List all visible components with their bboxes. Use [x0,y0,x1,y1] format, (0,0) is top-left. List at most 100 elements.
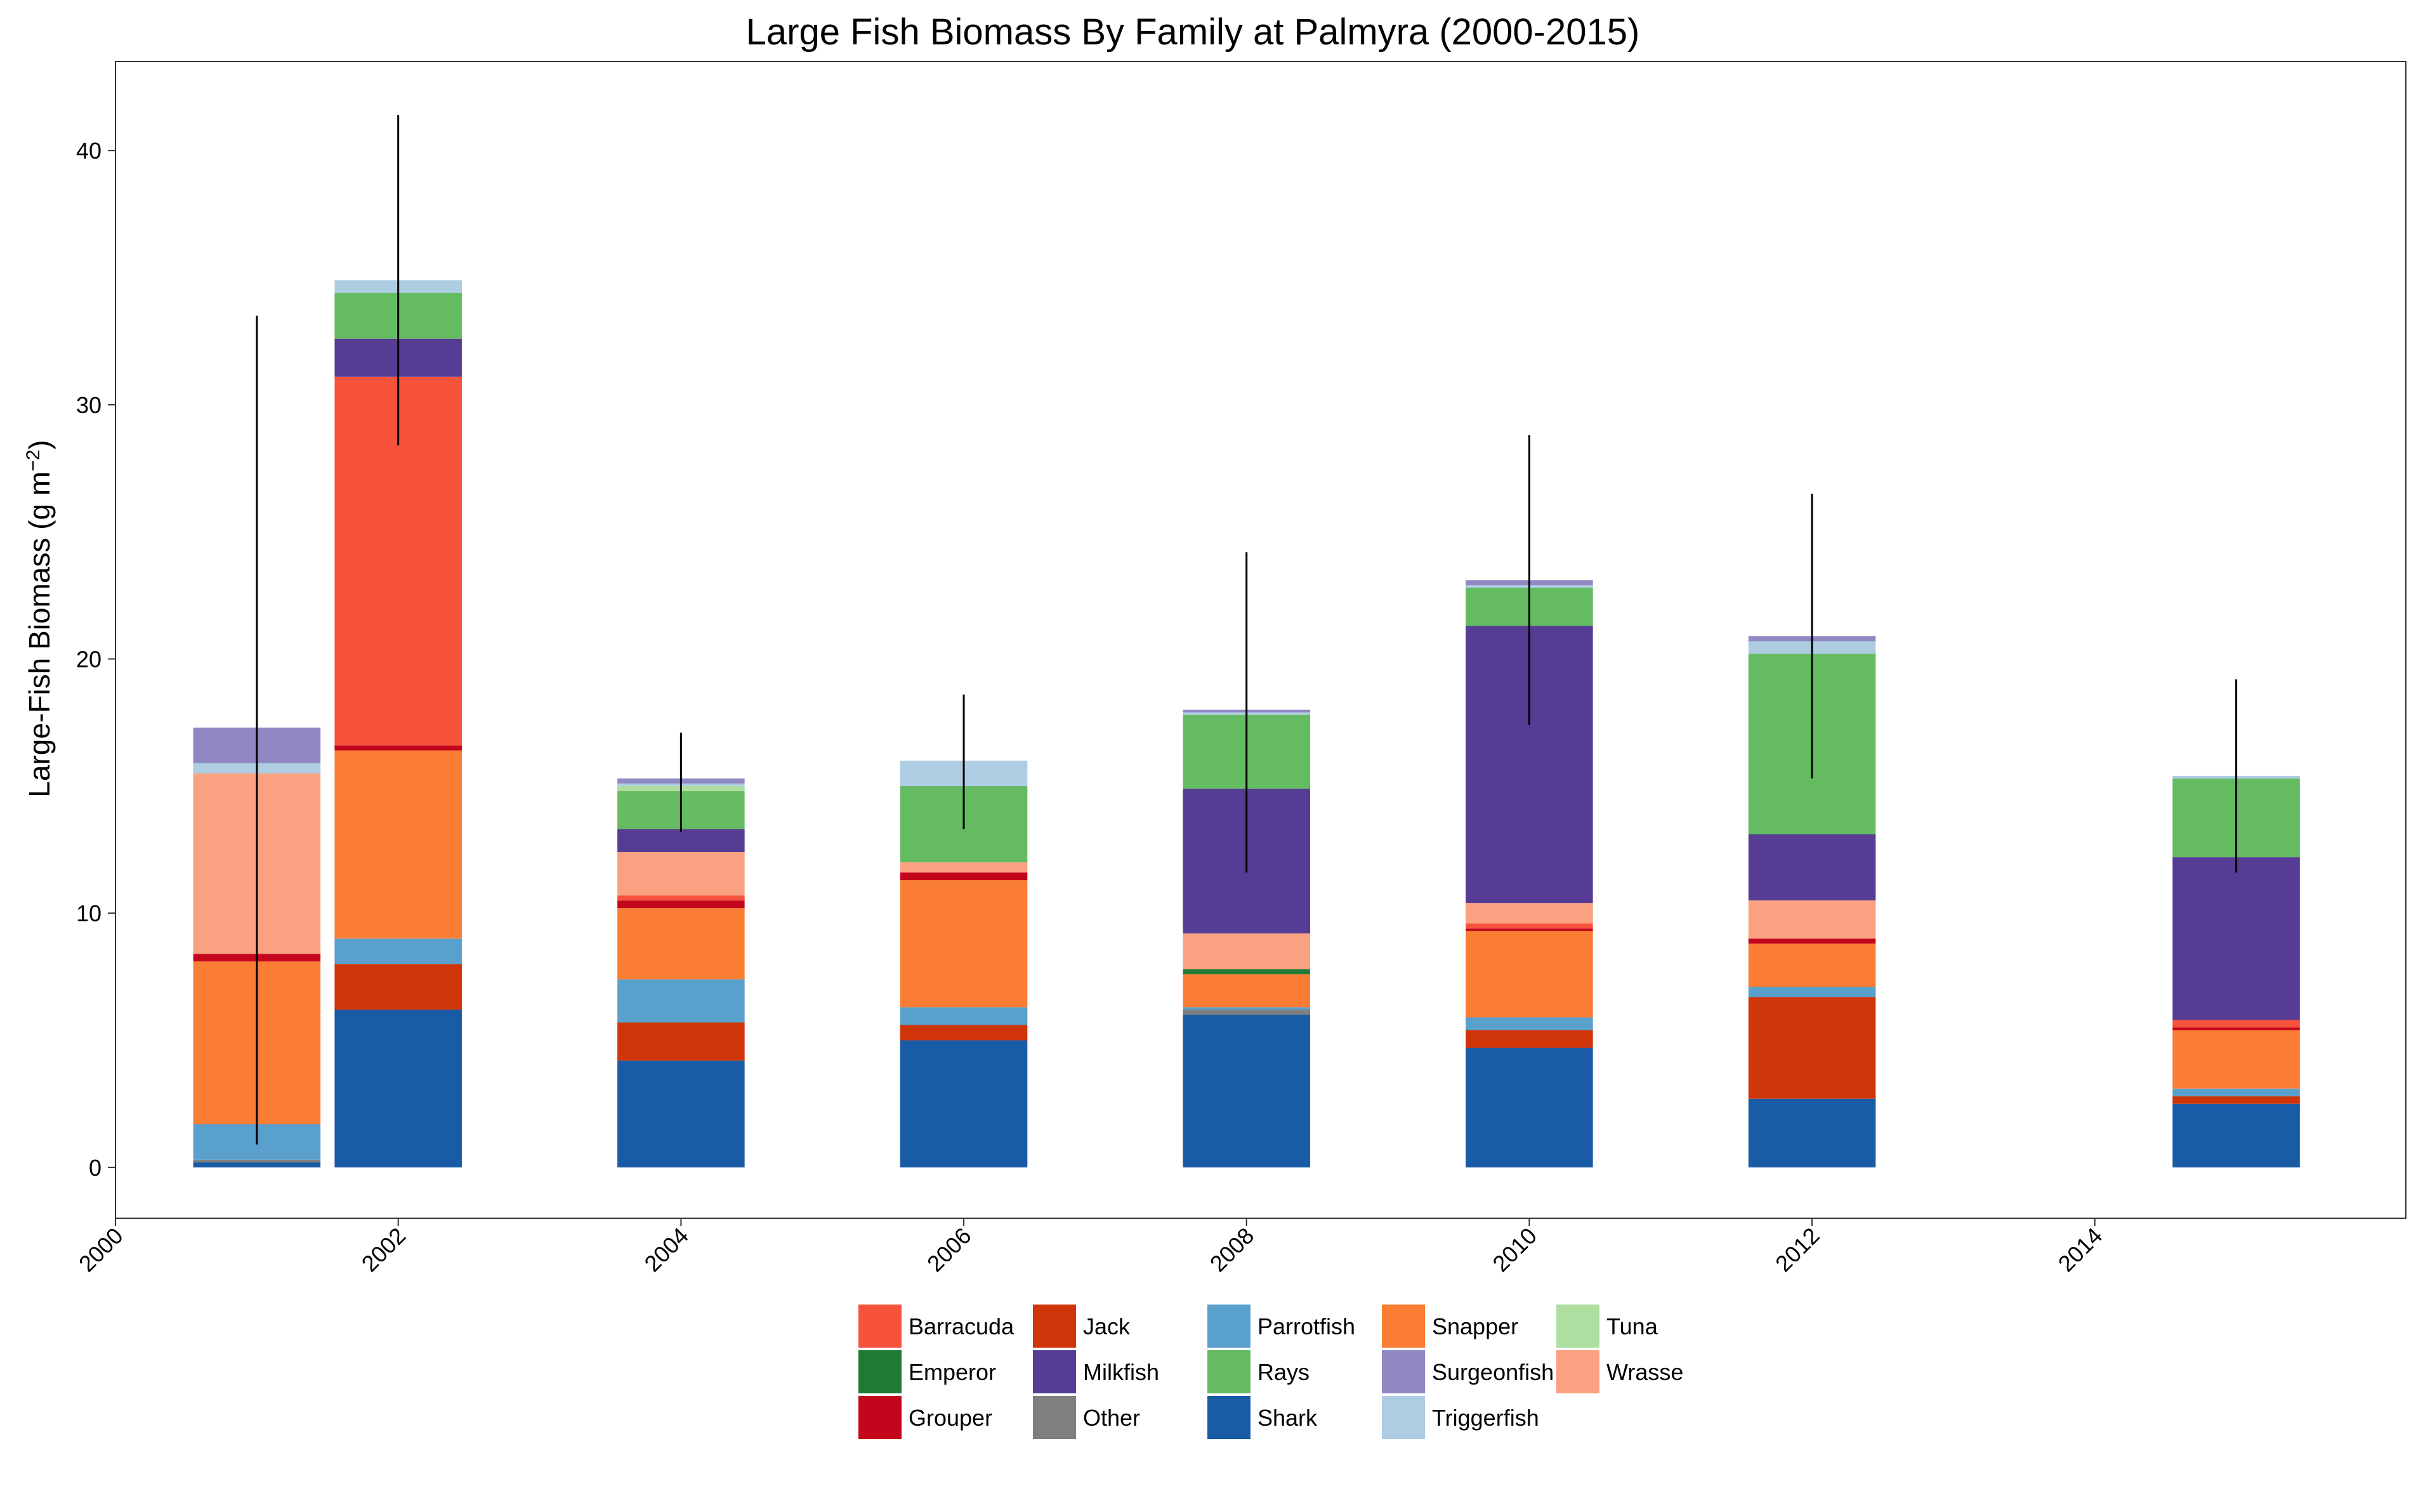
legend-key-wrasse [1555,1349,1601,1395]
bar-jack-2002 [334,964,462,1010]
bar-wrasse-2006 [900,862,1028,873]
bar-shark-2006 [900,1040,1028,1167]
bar-jack-2006 [900,1025,1028,1041]
bar-snapper-2015 [2172,1030,2300,1089]
bar-other-2001 [193,1159,321,1162]
legend-key-milkfish [1032,1349,1077,1395]
bar-parrotfish-2004 [617,979,745,1023]
legend-key-shark [1206,1395,1252,1440]
y-axis-label-sup: −2 [23,450,44,471]
legend-key-rays [1206,1349,1252,1395]
y-tick-label-40: 40 [76,138,102,164]
bar-wrasse-2008 [1183,933,1310,970]
bar-snapper-2004 [617,908,745,980]
bar-wrasse-2004 [617,852,745,896]
error-bars [256,115,2238,1145]
x-tick-label-2014: 2014 [2053,1223,2108,1277]
x-tick-label-2004: 2004 [639,1223,693,1277]
bar-shark-2008 [1183,1015,1310,1167]
x-tick-label-2008: 2008 [1205,1223,1259,1277]
bar-snapper-2006 [900,880,1028,1008]
x-axis: 2000 2002 2004 2006 2008 2010 2012 2014 [74,1218,2107,1277]
bar-grouper-2002 [334,745,462,751]
bar-milkfish-2015 [2172,857,2300,1020]
legend-key-jack [1032,1303,1077,1349]
y-axis-label-main: Large-Fish Biomass (g m [23,471,56,798]
legend-label-shark: Shark [1257,1405,1318,1431]
legend-key-snapper [1381,1303,1426,1349]
bar-other-2008 [1183,1009,1310,1015]
legend-key-grouper [857,1395,903,1440]
bar-shark-2001 [193,1162,321,1167]
chart-title: Large Fish Biomass By Family at Palmyra … [746,11,1640,53]
bar-barracuda-2010 [1466,923,1593,929]
legend-key-emperor [857,1349,903,1395]
bar-parrotfish-2008 [1183,1007,1310,1010]
y-tick-label-0: 0 [89,1155,102,1181]
bar-snapper-2010 [1466,931,1593,1018]
bar-snapper-2002 [334,750,462,939]
x-tick-label-2012: 2012 [1770,1223,1825,1277]
bar-grouper-2006 [900,872,1028,881]
legend-label-tuna: Tuna [1606,1313,1658,1339]
y-tick-label-20: 20 [76,647,102,673]
bar-shark-2010 [1466,1048,1593,1167]
legend-label-milkfish: Milkfish [1083,1359,1159,1385]
y-tick-label-30: 30 [76,392,102,418]
bar-shark-2002 [334,1009,462,1167]
bar-grouper-2010 [1466,928,1593,931]
bar-emperor-2008 [1183,969,1310,975]
legend-label-other: Other [1083,1405,1140,1431]
bar-parrotfish-2002 [334,938,462,964]
legend-key-tuna [1555,1303,1601,1349]
bar-jack-2004 [617,1022,745,1061]
bar-snapper-2008 [1183,974,1310,1008]
y-tick-label-10: 10 [76,900,102,926]
legend-label-barracuda: Barracuda [909,1313,1014,1339]
y-axis: 0 10 20 30 40 [76,138,115,1181]
legend-label-wrasse: Wrasse [1606,1359,1683,1385]
legend-label-surgeonfish: Surgeonfish [1432,1359,1554,1385]
legend-label-jack: Jack [1083,1313,1131,1339]
bar-grouper-2015 [2172,1027,2300,1030]
bar-wrasse-2010 [1466,903,1593,924]
plot-panel [115,61,2406,1219]
bar-parrotfish-2006 [900,1007,1028,1025]
bar-jack-2012 [1748,997,1876,1099]
legend-label-parrotfish: Parrotfish [1257,1313,1355,1339]
y-axis-label: Large-Fish Biomass (g m−2) [23,440,56,797]
bar-parrotfish-2010 [1466,1017,1593,1030]
legend-key-other [1032,1395,1077,1440]
y-axis-label-end: ) [23,440,56,449]
x-tick-label-2006: 2006 [922,1223,976,1277]
legend-label-snapper: Snapper [1432,1313,1518,1339]
bar-grouper-2012 [1748,938,1876,944]
legend-label-triggerfish: Triggerfish [1432,1405,1539,1431]
x-tick-label-2002: 2002 [357,1223,411,1277]
legend-label-rays: Rays [1257,1359,1310,1385]
bar-jack-2010 [1466,1030,1593,1048]
bar-parrotfish-2012 [1748,987,1876,997]
bar-jack-2015 [2172,1096,2300,1104]
bar-snapper-2012 [1748,943,1876,987]
bar-barracuda-2015 [2172,1020,2300,1028]
bar-shark-2004 [617,1060,745,1167]
bar-barracuda-2004 [617,895,745,901]
bar-milkfish-2004 [617,829,745,853]
legend-key-surgeonfish [1381,1349,1426,1395]
bar-milkfish-2012 [1748,834,1876,901]
bar-wrasse-2012 [1748,900,1876,939]
bar-parrotfish-2015 [2172,1088,2300,1096]
x-tick-label-2000: 2000 [74,1223,128,1277]
bar-shark-2015 [2172,1103,2300,1167]
bar-shark-2012 [1748,1098,1876,1167]
legend-key-triggerfish [1381,1395,1426,1440]
legend: Barracuda Emperor Grouper Jack Milkfish Other… [857,1303,1683,1440]
legend-key-parrotfish [1206,1303,1252,1349]
legend-label-grouper: Grouper [909,1405,992,1431]
legend-label-emperor: Emperor [909,1359,996,1385]
x-tick-label-2010: 2010 [1487,1223,1542,1277]
bar-grouper-2004 [617,900,745,909]
legend-key-barracuda [857,1303,903,1349]
